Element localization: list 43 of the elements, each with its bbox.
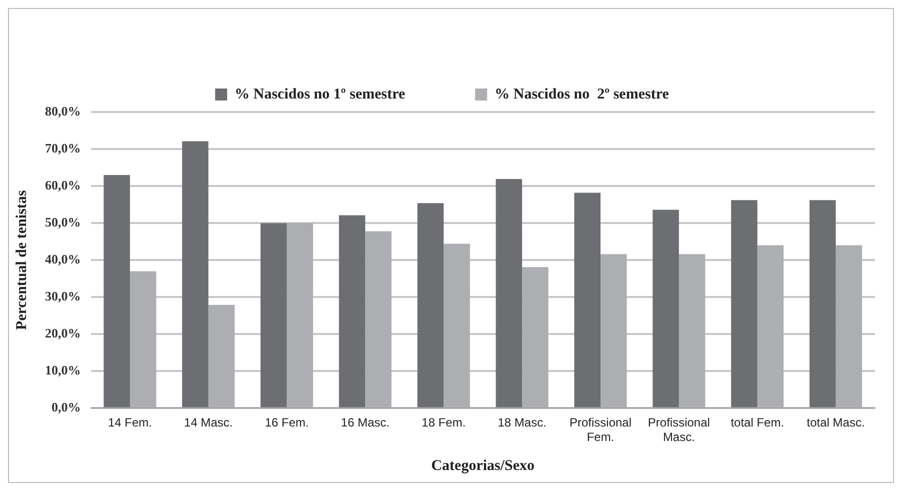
x-tick-label: 16 Fem. <box>264 416 309 430</box>
bar <box>496 179 522 408</box>
y-tick-label: 0,0% <box>52 400 81 415</box>
x-tick-label: 16 Masc. <box>340 416 390 430</box>
x-tick-label: Profissional Masc. <box>648 416 710 444</box>
x-axis-title: Categorias/Sexo <box>431 458 535 474</box>
bar <box>417 203 444 408</box>
x-tick-label: Profissional Fem. <box>569 416 632 444</box>
bar <box>522 267 548 408</box>
bar <box>757 245 784 408</box>
y-tick-label: 80,0% <box>45 103 81 118</box>
bar <box>208 304 235 408</box>
bar <box>182 141 208 408</box>
y-tick-label: 20,0% <box>45 326 81 341</box>
y-tick-label: 10,0% <box>45 362 81 378</box>
x-tick-label: total Masc. <box>806 416 865 430</box>
y-tick-label: 50,0% <box>45 214 81 230</box>
x-tick-label: 14 Fem. <box>108 416 152 430</box>
bar <box>286 223 314 408</box>
y-axis-title: Percentual de tenistas <box>14 190 30 330</box>
bar <box>260 223 287 408</box>
y-tick-label: 30,0% <box>45 288 81 304</box>
legend-label: % Nascidos no 2º semestre <box>494 86 670 102</box>
bar <box>678 254 706 408</box>
x-tick-label: 14 Masc. <box>184 416 233 430</box>
y-tick-label: 60,0% <box>45 177 81 192</box>
bar <box>365 231 392 408</box>
bar <box>810 200 836 408</box>
bar <box>600 254 627 408</box>
bar <box>836 245 862 408</box>
x-tick-label: 18 Fem. <box>422 416 466 430</box>
bar <box>338 215 366 408</box>
y-tick-label: 70,0% <box>45 140 81 156</box>
y-tick-label: 40,0% <box>45 251 81 266</box>
bar <box>104 174 130 408</box>
bar <box>731 200 758 408</box>
bar <box>574 192 601 408</box>
x-tick-label: total Fem. <box>730 416 784 430</box>
bar <box>652 210 679 408</box>
bar <box>130 271 156 408</box>
x-tick-label: 18 Masc. <box>498 416 546 430</box>
bar <box>444 244 470 408</box>
legend-label: % Nascidos no 1º semestre <box>234 86 406 102</box>
